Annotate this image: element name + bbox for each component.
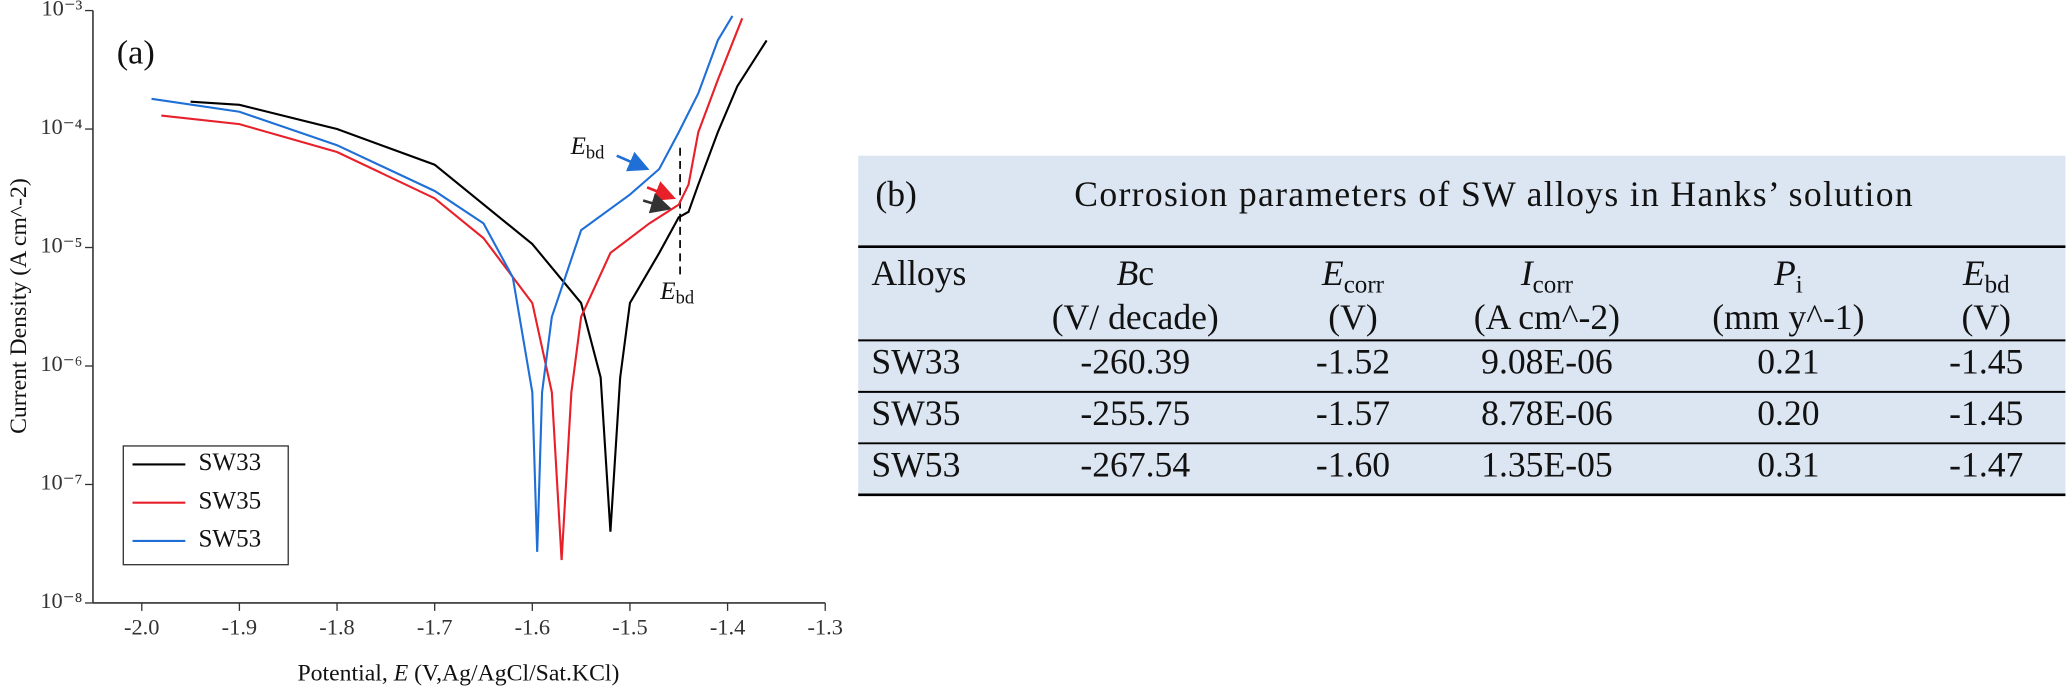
header-symbol: I	[1520, 253, 1535, 293]
column-header: Pi	[1773, 253, 1803, 298]
header-symbol: P	[1773, 253, 1796, 293]
legend-box	[122, 445, 289, 566]
table-label: (b)	[875, 174, 917, 214]
annotation-sub: bd	[586, 143, 605, 163]
x-tick-label: -1.6	[515, 614, 550, 639]
row-label: SW33	[871, 342, 960, 382]
row-label: SW53	[871, 445, 960, 485]
column-header: Bc	[1116, 253, 1154, 293]
table-cell: 8.78E-06	[1481, 393, 1613, 433]
table-cell: -255.75	[1080, 393, 1190, 433]
x-tick-label: -1.3	[807, 614, 842, 639]
y-tick-label: 10⁻⁸	[40, 588, 82, 613]
column-unit: (mm y^-1)	[1712, 297, 1864, 337]
annotation: Ebd	[659, 278, 695, 308]
column-unit: (A cm^-2)	[1474, 297, 1620, 337]
y-tick-label: 10⁻⁵	[40, 233, 82, 258]
x-title-part: Potential,	[297, 661, 393, 687]
arrow	[616, 151, 650, 172]
x-tick-label: -1.7	[417, 614, 452, 639]
x-tick-label: -1.4	[710, 614, 745, 639]
table-cell: -1.45	[1949, 342, 2023, 382]
table-cell: -1.57	[1316, 393, 1390, 433]
table-cell: -1.52	[1316, 342, 1390, 382]
table-cell: -1.47	[1949, 445, 2023, 485]
y-tick-label: 10⁻³	[41, 0, 82, 21]
y-axis-title: Current Density (A cm^-2)	[6, 178, 32, 434]
annotation-sub: bd	[676, 288, 695, 308]
column-header: Icorr	[1520, 253, 1574, 298]
legend-label: SW53	[199, 526, 262, 553]
header-subscript: i	[1796, 271, 1803, 298]
table-cell: -1.60	[1316, 445, 1390, 485]
x-tick-label: -1.9	[222, 614, 257, 639]
table-title: Corrosion parameters of SW alloys in Han…	[1074, 174, 1914, 214]
row-label: SW35	[871, 393, 960, 433]
arrow	[646, 181, 676, 201]
x-tick-label: -1.8	[319, 614, 354, 639]
y-tick-label: 10⁻⁴	[40, 114, 82, 139]
table-cell: -1.45	[1949, 393, 2023, 433]
arrow	[642, 193, 673, 214]
data-line	[190, 39, 768, 532]
data-line	[161, 17, 744, 561]
column-header: Ecorr	[1321, 253, 1385, 298]
column-unit: (V)	[1328, 297, 1377, 337]
x-title-part: (V,Ag/AgCl/Sat.KCl)	[408, 661, 619, 687]
header-subscript: corr	[1533, 271, 1574, 298]
column-unit: (V)	[1962, 297, 2011, 337]
column-header: Ebd	[1962, 253, 2010, 298]
annotation-symbol: E	[570, 133, 586, 160]
table-cell: 1.35E-05	[1481, 445, 1613, 485]
y-tick-label: 10⁻⁶	[40, 351, 82, 376]
header-subscript: bd	[1985, 271, 2011, 298]
legend-label: SW35	[199, 487, 262, 514]
table-cell: 0.21	[1757, 342, 1819, 382]
table-background	[858, 155, 2066, 495]
header-subscript: corr	[1344, 271, 1385, 298]
column-unit: (V/ decade)	[1052, 297, 1219, 337]
header-symbol: E	[1962, 253, 1985, 293]
table-cell: 9.08E-06	[1481, 342, 1613, 382]
annotation: Ebd	[570, 133, 606, 163]
x-tick-label: -2.0	[124, 614, 159, 639]
annotation-symbol: E	[659, 278, 675, 305]
column-header: Alloys	[871, 253, 966, 293]
x-title-symbol: E	[393, 661, 409, 687]
data-line	[151, 15, 734, 552]
legend-label: SW33	[199, 449, 262, 476]
table-cell: -267.54	[1080, 445, 1190, 485]
table-cell: -260.39	[1080, 342, 1190, 382]
table-cell: 0.20	[1757, 393, 1819, 433]
x-axis-title: Potential, E (V,Ag/AgCl/Sat.KCl)	[297, 661, 619, 687]
table-cell: 0.31	[1757, 445, 1819, 485]
header-symbol: B	[1116, 253, 1138, 293]
header-symbol-rest: c	[1138, 253, 1154, 293]
x-tick-label: -1.5	[612, 614, 647, 639]
header-symbol: E	[1321, 253, 1344, 293]
panel-label: (a)	[117, 33, 155, 71]
y-tick-label: 10⁻⁷	[40, 470, 82, 495]
